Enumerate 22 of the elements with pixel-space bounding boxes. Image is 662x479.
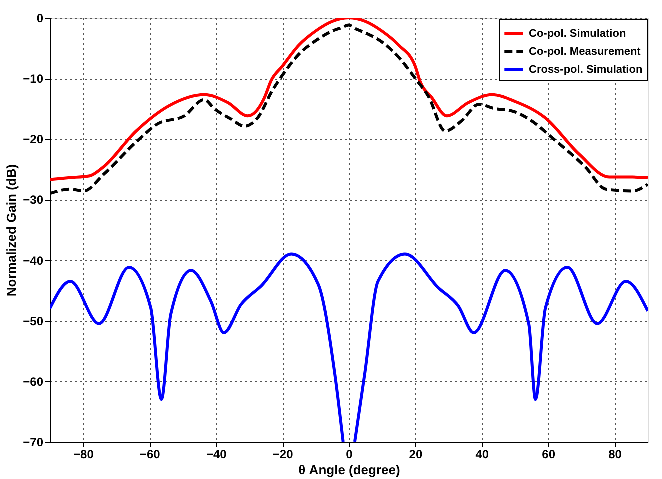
legend-label: Co-pol. Measurement <box>529 46 642 58</box>
x-tick-label: 60 <box>542 448 556 462</box>
x-tick-label: −80 <box>74 448 94 462</box>
y-axis-title: Normalized Gain (dB) <box>4 164 20 297</box>
y-tick-label: −10 <box>23 72 44 86</box>
y-tick-label: 0 <box>36 12 44 26</box>
x-tick-label: 80 <box>608 448 622 462</box>
legend-label: Cross-pol. Simulation <box>529 64 643 76</box>
y-tick-label: −60 <box>23 374 44 389</box>
x-tick-label: 0 <box>346 448 354 462</box>
x-tick-label: −60 <box>140 448 161 462</box>
y-tick-label: −50 <box>23 314 44 328</box>
x-tick-label: −40 <box>206 448 228 462</box>
y-tick-label: −30 <box>23 193 44 208</box>
legend-label: Co-pol. Simulation <box>529 28 626 40</box>
x-tick-label: 20 <box>409 448 423 462</box>
y-tick-label: −70 <box>23 436 44 450</box>
x-tick-label: 40 <box>476 448 490 462</box>
x-tick-label: −20 <box>272 448 294 462</box>
y-tick-label: −20 <box>23 132 44 147</box>
y-tick-label: −40 <box>23 254 44 268</box>
x-axis-title: θ Angle (degree) <box>298 462 400 478</box>
